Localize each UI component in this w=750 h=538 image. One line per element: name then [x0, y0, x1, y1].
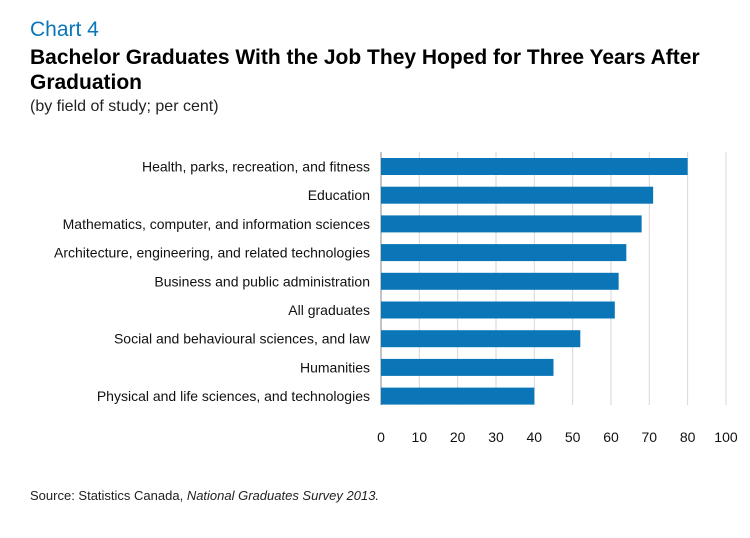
category-label: Business and public administration — [154, 273, 370, 289]
x-tick-label: 70 — [642, 429, 658, 445]
category-label: Humanities — [300, 359, 370, 375]
chart-number: Chart 4 — [30, 18, 99, 41]
category-label: All graduates — [288, 302, 370, 318]
chart-subtitle: (by field of study; per cent) — [30, 98, 219, 115]
x-tick-label: 10 — [412, 429, 428, 445]
x-tick-label: 30 — [488, 429, 504, 445]
x-tick-label: 80 — [680, 429, 696, 445]
x-tick-label: 20 — [450, 429, 466, 445]
bar — [381, 330, 581, 348]
bar — [381, 272, 619, 290]
chart-title: Bachelor Graduates With the Job They Hop… — [30, 46, 700, 94]
category-label: Architecture, engineering, and related t… — [54, 245, 370, 261]
source-prefix: Source: Statistics Canada, — [30, 488, 187, 503]
bar — [381, 244, 627, 262]
source-publication: National Graduates Survey 2013. — [186, 488, 380, 503]
x-tick-label: 40 — [527, 429, 543, 445]
bar — [381, 186, 654, 204]
category-label: Social and behavioural sciences, and law — [114, 331, 371, 347]
x-tick-label: 60 — [603, 429, 619, 445]
bar — [381, 358, 554, 376]
category-label: Physical and life sciences, and technolo… — [97, 388, 370, 404]
bar — [381, 301, 615, 319]
bar — [381, 215, 642, 233]
source-note: Source: Statistics Canada, National Grad… — [30, 488, 379, 503]
category-label: Health, parks, recreation, and fitness — [142, 159, 370, 175]
category-label: Mathematics, computer, and information s… — [63, 216, 370, 232]
x-tick-label: 50 — [565, 429, 581, 445]
bar — [381, 158, 688, 175]
category-label: Education — [308, 187, 370, 203]
x-tick-label: 100 — [714, 429, 738, 445]
bar — [381, 387, 535, 405]
x-tick-label: 0 — [377, 429, 385, 445]
